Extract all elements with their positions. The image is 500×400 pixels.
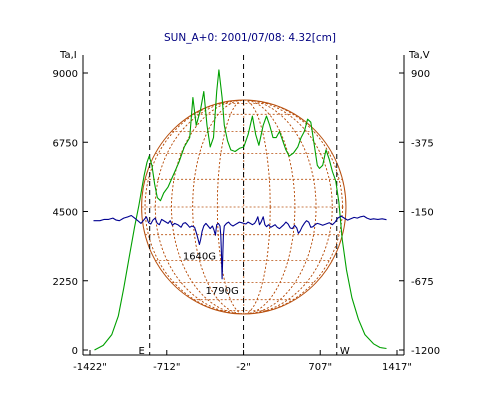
field-strength-label: 1640G bbox=[183, 251, 216, 262]
x-tick-label: 707" bbox=[308, 362, 332, 373]
limb-label: W bbox=[340, 346, 350, 357]
right-tick-label: -675 bbox=[411, 277, 434, 288]
field-strength-label: 1790G bbox=[206, 286, 239, 297]
limb-lines bbox=[149, 55, 338, 355]
solar-disk-grid bbox=[141, 99, 347, 315]
left-tick-label: 6750 bbox=[53, 138, 78, 149]
x-tick-label: -712" bbox=[153, 362, 180, 373]
left-axis-label: Ta,I bbox=[59, 50, 77, 61]
right-tick-label: -150 bbox=[411, 208, 434, 219]
disk-grid bbox=[141, 100, 346, 314]
right-axis-label: Ta,V bbox=[408, 50, 430, 61]
axis-ticks: 0 2250 4500 6750 9000 -1200 -675 -150 -375 900 -14… bbox=[53, 69, 441, 373]
right-tick-label: -375 bbox=[411, 138, 434, 149]
right-tick-label: 900 bbox=[411, 69, 430, 80]
x-tick-label: -1422" bbox=[73, 362, 107, 373]
chart-title: SUN_A+0: 2001/07/08: 4.32[cm] bbox=[164, 32, 336, 44]
x-tick-label: 1417" bbox=[382, 362, 412, 373]
polarization-series-line bbox=[93, 214, 387, 280]
limb-label: E bbox=[139, 346, 145, 357]
left-tick-label: 2250 bbox=[53, 277, 78, 288]
left-tick-label: 4500 bbox=[53, 208, 78, 219]
right-tick-label: -1200 bbox=[411, 346, 440, 357]
intensity-series-line bbox=[94, 69, 387, 351]
left-tick-label: 9000 bbox=[53, 69, 78, 80]
x-tick-label: -2" bbox=[236, 362, 251, 373]
annotations: E W 1640G 1790G bbox=[139, 251, 350, 357]
data-series bbox=[93, 69, 387, 351]
meridian-line bbox=[171, 100, 317, 314]
left-tick-label: 0 bbox=[72, 346, 78, 357]
meridian-line bbox=[154, 100, 333, 314]
